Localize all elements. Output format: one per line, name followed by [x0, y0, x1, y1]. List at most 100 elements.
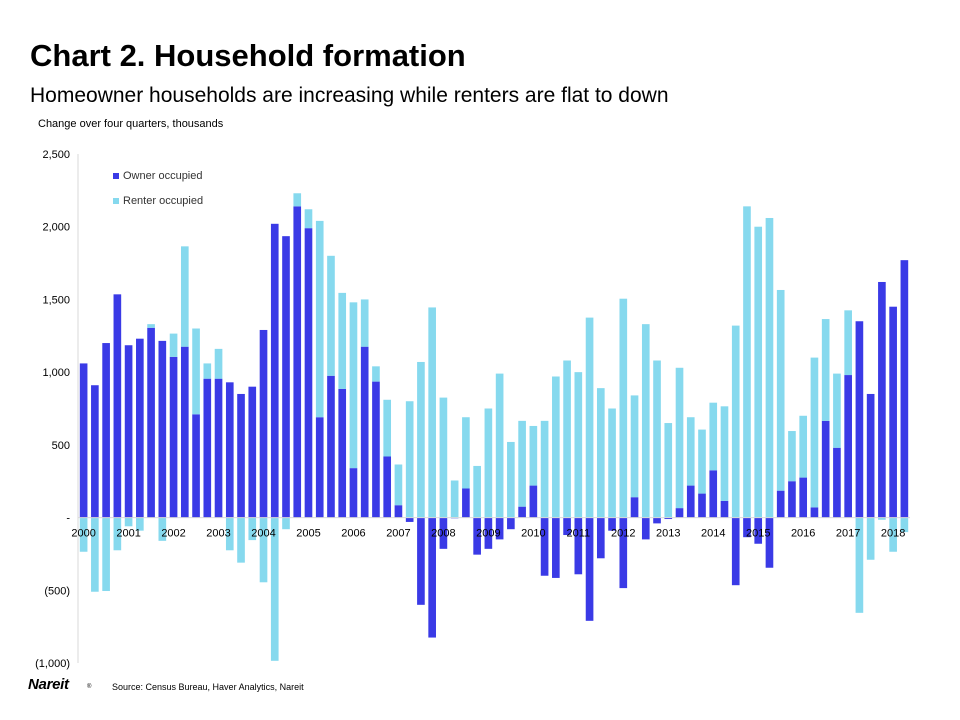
x-tick-label: 2000	[71, 528, 95, 540]
renter-bar	[79, 517, 88, 552]
renter-bar	[878, 517, 886, 520]
renter-bar	[844, 310, 852, 376]
owner-bar	[788, 481, 796, 518]
renter-bar	[259, 517, 268, 583]
x-tick-label: 2011	[566, 528, 590, 540]
renter-bar	[315, 220, 324, 418]
x-tick-label: 2018	[881, 528, 905, 540]
owner-bar	[124, 345, 133, 518]
renter-bar	[619, 298, 628, 518]
owner-bar	[282, 236, 290, 518]
owner-bar	[417, 517, 425, 605]
legend-label: Renter occupied	[123, 195, 203, 207]
renter-bar	[484, 408, 493, 518]
x-tick-label: 2004	[251, 528, 275, 540]
owner-bar	[372, 381, 380, 518]
owner-bar	[698, 493, 706, 518]
nareit-logo: Nareit	[28, 676, 69, 693]
renter-bar	[360, 299, 369, 347]
owner-bar	[900, 260, 909, 518]
renter-bar	[327, 255, 335, 376]
x-tick-label: 2010	[521, 528, 545, 540]
owner-bar	[349, 468, 358, 518]
renter-bar	[473, 465, 481, 518]
renter-bar	[450, 480, 459, 518]
owner-bar	[810, 507, 819, 518]
owner-bar	[878, 281, 886, 518]
chart-title: Chart 2. Household formation	[30, 38, 466, 73]
owner-bar	[518, 506, 526, 518]
renter-bar	[495, 373, 504, 518]
owner-bar	[338, 388, 347, 518]
renter-bar	[405, 401, 414, 518]
x-tick-label: 2016	[791, 528, 815, 540]
owner-bar	[293, 206, 302, 518]
y-axis-units-label: Change over four quarters, thousands	[38, 118, 224, 130]
renter-bar	[675, 367, 684, 509]
renter-bar	[169, 333, 178, 357]
renter-bar	[349, 302, 358, 469]
renter-bar	[866, 517, 875, 560]
renter-bar	[788, 431, 796, 482]
renter-bar	[720, 406, 729, 501]
owner-bar	[259, 329, 268, 518]
renter-bar	[608, 408, 616, 518]
owner-bar	[91, 385, 99, 518]
owner-bar	[383, 456, 392, 518]
owner-bar	[574, 517, 583, 575]
renter-bar	[585, 317, 594, 518]
renter-bar	[743, 206, 751, 518]
owner-bar	[540, 517, 549, 576]
renter-bar	[765, 217, 774, 518]
owner-bar	[630, 497, 639, 518]
x-tick-label: 2003	[206, 528, 230, 540]
owner-bar	[214, 378, 223, 518]
x-tick-label: 2005	[296, 528, 320, 540]
owner-bar	[799, 477, 808, 518]
renter-bar	[664, 423, 673, 518]
renter-bar	[507, 441, 515, 518]
x-tick-label: 2008	[431, 528, 455, 540]
owner-bar	[720, 500, 729, 518]
owner-bar	[709, 470, 718, 518]
owner-bar	[495, 517, 504, 540]
owner-bar	[619, 517, 628, 589]
x-tick-label: 2002	[161, 528, 185, 540]
household-formation-chart: 2,500 2,000 1,500 1,000 500 - (500) (1,000) 2000…	[35, 149, 910, 670]
y-tick-label: 1,500	[42, 294, 70, 306]
x-tick-label: 2014	[701, 528, 725, 540]
owner-bar	[180, 346, 189, 518]
owner-bar	[889, 306, 897, 518]
x-tick-label: 2007	[386, 528, 410, 540]
owner-bar	[731, 517, 740, 586]
owner-bar	[563, 517, 571, 536]
nareit-logo-mark: ®	[87, 684, 92, 690]
renter-bar	[810, 357, 819, 508]
renter-bar	[439, 397, 448, 518]
owner-bar	[776, 490, 785, 518]
owner-bar	[855, 321, 864, 518]
renter-bar	[248, 517, 257, 541]
renter-bar	[270, 517, 279, 661]
renter-bar	[225, 517, 234, 551]
renter-bar	[889, 517, 897, 552]
owner-bar	[596, 517, 605, 559]
renter-bar	[214, 348, 223, 379]
legend-swatch	[113, 198, 119, 204]
y-tick-label: -	[66, 513, 70, 525]
y-tick-label: (500)	[44, 585, 70, 597]
owner-bar	[304, 228, 313, 518]
renter-bar	[304, 209, 313, 229]
renter-bar	[147, 324, 155, 328]
owner-bar	[866, 393, 875, 518]
owner-bar	[248, 386, 257, 518]
x-tick-label: 2012	[611, 528, 635, 540]
renter-bar	[136, 517, 144, 531]
owner-bar	[136, 338, 144, 518]
owner-bar	[79, 363, 88, 518]
y-tick-label: 500	[52, 440, 70, 452]
renter-bar	[641, 324, 650, 518]
renter-bar	[630, 395, 639, 498]
renter-bar	[417, 361, 425, 518]
owner-bar	[439, 517, 448, 549]
